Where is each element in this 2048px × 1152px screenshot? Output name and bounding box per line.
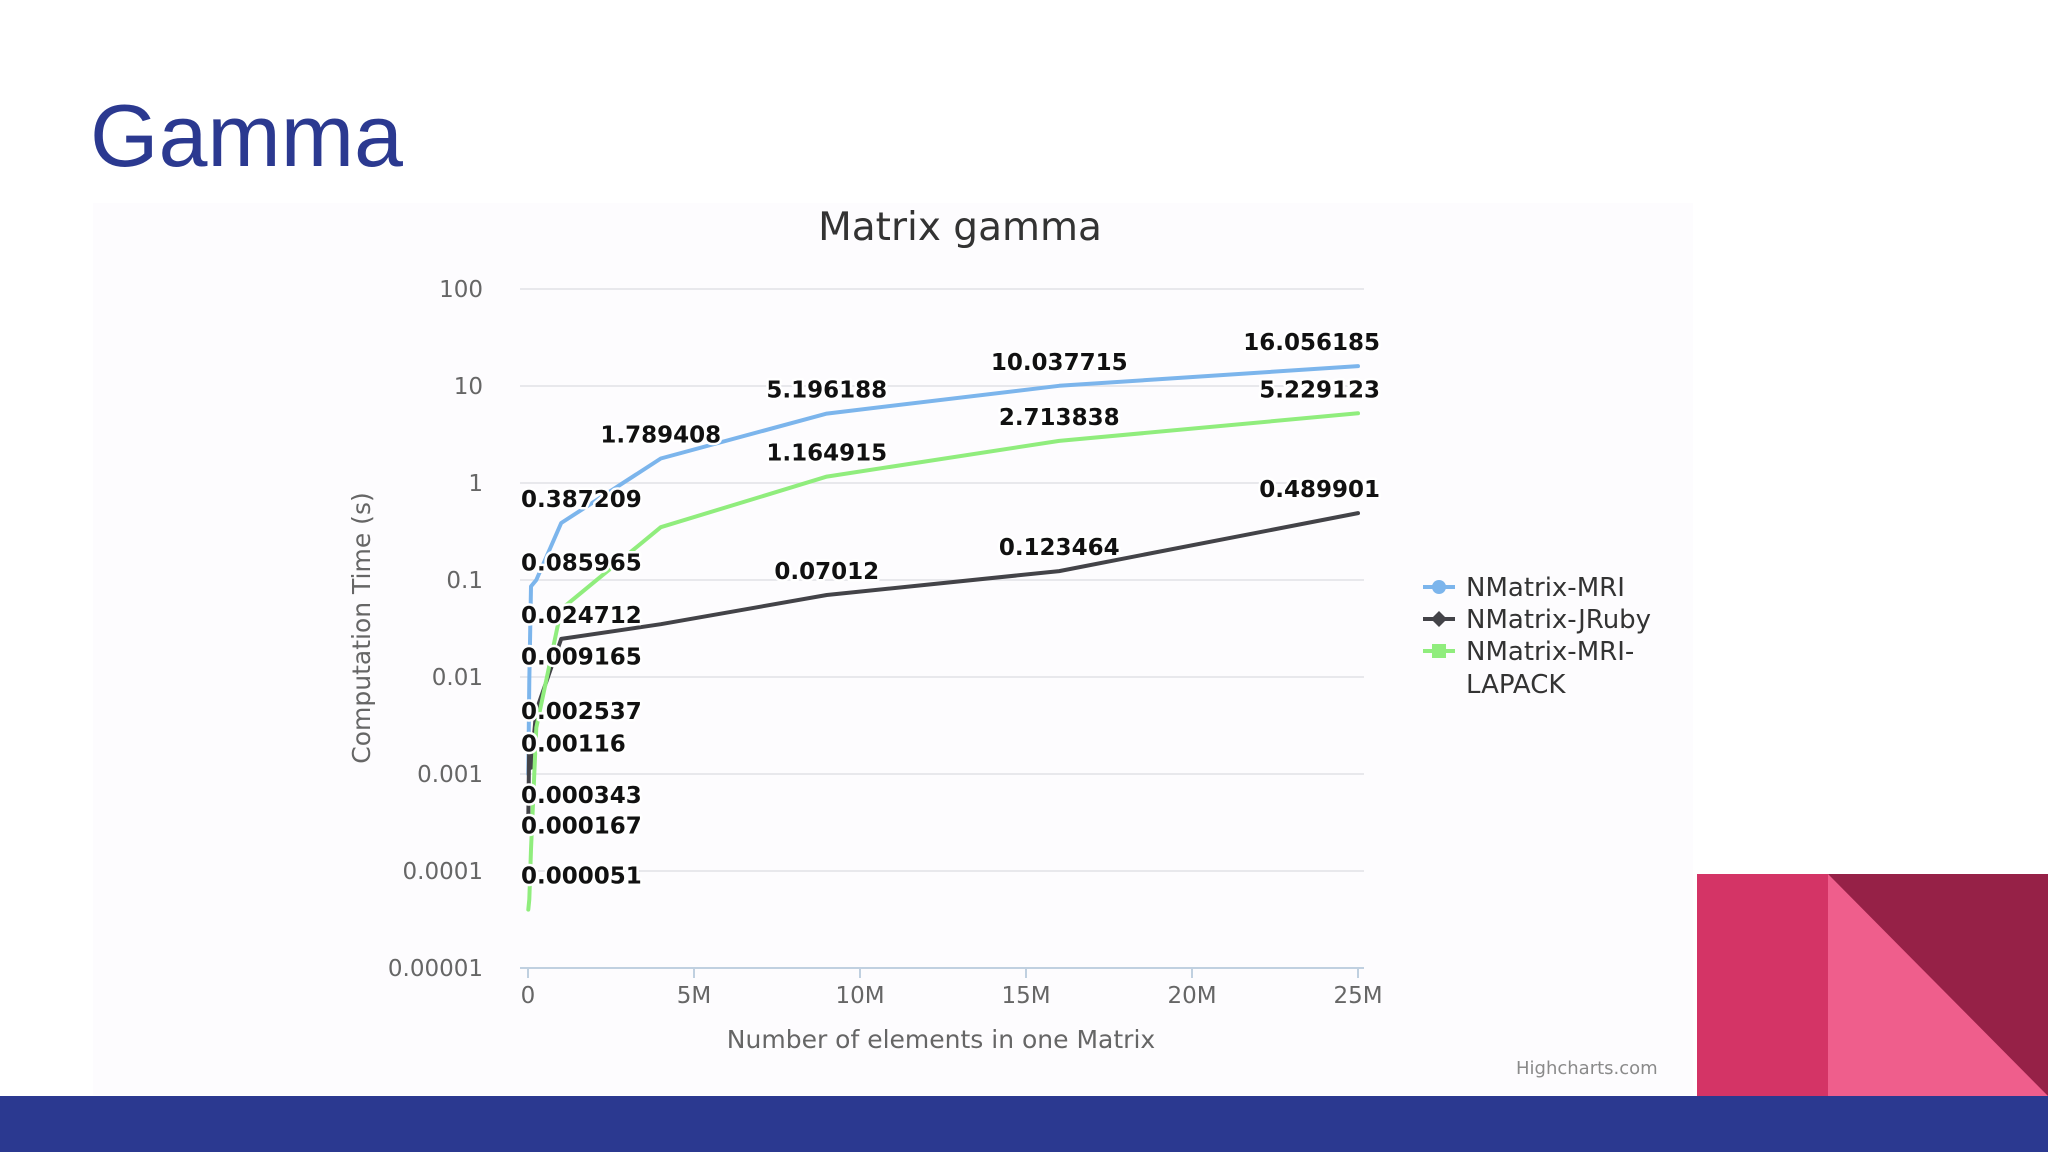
- x-tick-label: 10M: [835, 983, 884, 1009]
- x-tick-label: 0: [521, 983, 536, 1009]
- deco-light-triangle: [1828, 874, 2048, 1096]
- data-label: 0.085965: [521, 550, 642, 576]
- legend-label: NMatrix-MRI-LAPACK: [1466, 637, 1634, 700]
- y-tick-label: 100: [439, 277, 483, 303]
- series-line-nmatrix-jruby: [526, 511, 1360, 822]
- legend-item[interactable]: NMatrix-MRI: [1423, 573, 1625, 603]
- y-tick-label: 0.0001: [403, 859, 483, 885]
- series-line-nmatrix-mri-lapack: [526, 411, 1360, 912]
- data-label: 0.024712: [521, 603, 642, 629]
- slide-title: Gamma: [90, 86, 403, 185]
- x-tick-label: 25M: [1333, 983, 1382, 1009]
- x-axis-title: Number of elements in one Matrix: [727, 1025, 1155, 1054]
- corner-decoration: [1697, 874, 2048, 1096]
- x-tick-label: 20M: [1167, 983, 1216, 1009]
- y-tick-label: 10: [454, 374, 483, 400]
- legend-item[interactable]: NMatrix-MRI-LAPACK: [1423, 637, 1634, 700]
- legend-marker-circle: [1432, 580, 1446, 594]
- y-axis-title: Computation Time (s): [347, 492, 376, 763]
- data-label: 0.07012: [774, 559, 879, 585]
- legend-label-line: LAPACK: [1466, 670, 1566, 700]
- data-label: 0.002537: [521, 699, 642, 725]
- legend-label-line: NMatrix-MRI-: [1466, 637, 1634, 667]
- data-label: 0.489901: [1259, 477, 1380, 503]
- data-label: 5.229123: [1259, 377, 1380, 403]
- y-tick-label: 0.01: [432, 665, 483, 691]
- deco-pink-block: [1697, 874, 1828, 1096]
- data-label: 0.009165: [521, 645, 642, 671]
- x-tick-label: 15M: [1001, 983, 1050, 1009]
- data-labels: 16.056185 10.037715 5.196188 1.789408 0.3872…: [519, 328, 1383, 892]
- series-line-nmatrix-mri: [526, 364, 1360, 776]
- data-label: 0.00116: [521, 732, 626, 758]
- data-label: 0.123464: [999, 535, 1120, 561]
- data-label: 1.164915: [766, 441, 887, 467]
- data-label: 0.000167: [521, 813, 642, 839]
- x-tick-label: 5M: [677, 983, 711, 1009]
- y-tick-label: 0.001: [417, 762, 483, 788]
- footer-bar: [0, 1096, 2048, 1152]
- data-label: 0.000051: [521, 863, 642, 889]
- data-label: 0.387209: [521, 487, 642, 513]
- legend-marker-square: [1432, 644, 1446, 658]
- data-label: 0.000343: [521, 783, 642, 809]
- data-label: 16.056185: [1243, 330, 1380, 356]
- y-tick-label: 1: [468, 471, 483, 497]
- data-label: 2.713838: [999, 405, 1120, 431]
- legend-item[interactable]: NMatrix-JRuby: [1423, 605, 1651, 635]
- series-lines: [526, 364, 1360, 912]
- line-chart: Matrix gamma 100 10 1 0.1 0.01 0.001 0.0001 0.0…: [347, 205, 1651, 1054]
- data-label: 10.037715: [991, 350, 1128, 376]
- axes: 100 10 1 0.1 0.01 0.001 0.0001 0.00001 0 5M 10M 15M…: [388, 277, 1383, 1009]
- chart-panel: Matrix gamma 100 10 1 0.1 0.01 0.001 0.0001 0.0…: [93, 203, 1693, 1095]
- legend[interactable]: NMatrix-MRINMatrix-JRubyNMatrix-MRI-LAPA…: [1423, 573, 1651, 700]
- chart-title: Matrix gamma: [818, 205, 1102, 250]
- legend-label: NMatrix-MRI: [1466, 573, 1625, 603]
- gridlines: [520, 288, 1364, 969]
- data-label: 1.789408: [600, 422, 721, 448]
- legend-marker-diamond: [1431, 611, 1447, 627]
- y-tick-label: 0.00001: [388, 956, 483, 982]
- y-tick-label: 0.1: [446, 568, 483, 594]
- chart-credit[interactable]: Highcharts.com: [1516, 1058, 1658, 1079]
- legend-label: NMatrix-JRuby: [1466, 605, 1651, 635]
- data-label: 5.196188: [766, 378, 887, 404]
